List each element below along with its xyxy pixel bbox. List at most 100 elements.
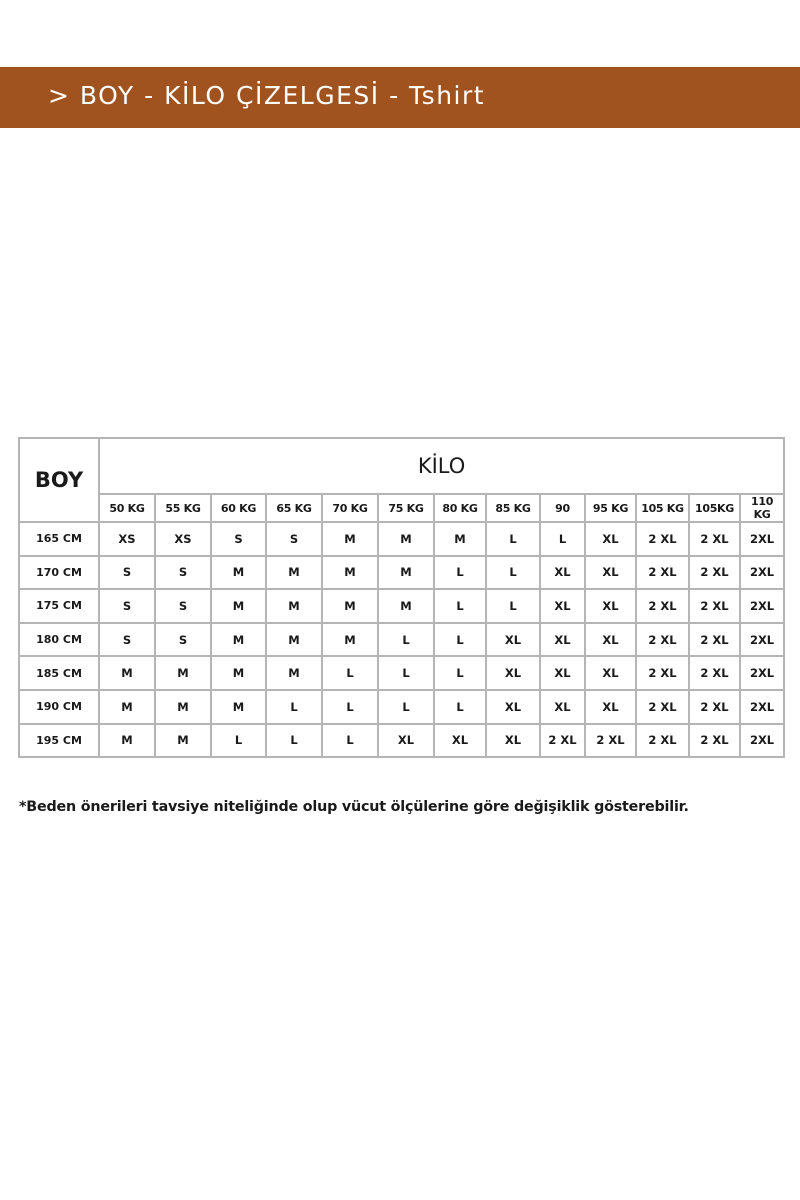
size-cell: XL <box>584 554 637 591</box>
size-cell: S <box>154 621 212 658</box>
height-cell: 195 CM <box>18 722 100 759</box>
size-cell: XL <box>539 688 586 725</box>
size-cell: M <box>265 588 323 624</box>
size-cell: L <box>321 688 379 725</box>
size-cell: 2 XL <box>635 722 690 759</box>
size-cell: M <box>265 621 323 658</box>
size-cell: M <box>433 521 487 557</box>
weight-header: 65 KG <box>265 493 323 523</box>
size-cell: 2 XL <box>688 688 741 725</box>
size-cell: L <box>539 521 586 557</box>
size-cell: 2 XL <box>635 688 690 725</box>
table-row: 195 CM M M L L L XL XL XL 2 XL 2 XL 2 XL 2 XL 2XL <box>18 722 786 759</box>
table-row: 180 CM S S M M M L L XL XL XL 2 XL 2 XL 2XL <box>18 621 786 658</box>
size-cell: L <box>210 722 267 759</box>
size-cell: 2 XL <box>688 521 741 557</box>
size-cell: XL <box>584 621 637 658</box>
page-title: > BOY - KİLO ÇİZELGESİ - Tshirt <box>48 81 486 110</box>
size-cell: 2XL <box>738 722 786 759</box>
table-row: 175 CM S S M M M M L L XL XL 2 XL 2 XL 2XL <box>18 588 786 624</box>
size-cell: 2 XL <box>688 554 741 591</box>
size-cell: M <box>265 554 323 591</box>
size-cell: M <box>377 588 435 624</box>
size-cell: 2 XL <box>688 621 741 658</box>
size-cell: L <box>321 655 379 691</box>
size-cell: M <box>265 655 323 691</box>
size-cell: XL <box>485 655 541 691</box>
size-cell: M <box>210 688 267 725</box>
size-cell: XL <box>485 621 541 658</box>
size-cell: XL <box>539 588 586 624</box>
table-row: 185 CM M M M M L L L XL XL XL 2 XL 2 XL 2XL <box>18 655 786 691</box>
size-cell: L <box>433 655 487 691</box>
size-cell: 2 XL <box>688 588 741 624</box>
size-cell: 2XL <box>738 588 786 624</box>
size-cell: 2XL <box>738 688 786 725</box>
size-cell: S <box>154 554 212 591</box>
size-cell: M <box>154 722 212 759</box>
size-cell: S <box>154 588 212 624</box>
size-cell: M <box>98 722 156 759</box>
size-chart-table: BOY KİLO 50 KG 55 KG 60 KG 65 KG 70 KG 75 KG 8… <box>18 437 786 759</box>
size-cell: XL <box>377 722 435 759</box>
footnote: *Beden önerileri tavsiye niteliğinde olu… <box>19 799 689 815</box>
size-cell: M <box>210 554 267 591</box>
size-cell: L <box>433 688 487 725</box>
header-banner: > BOY - KİLO ÇİZELGESİ - Tshirt <box>0 67 800 128</box>
size-cell: 2XL <box>738 554 786 591</box>
size-cell: XL <box>433 722 487 759</box>
size-cell: XL <box>539 655 586 691</box>
weight-header: 70 KG <box>321 493 379 523</box>
size-cell: L <box>321 722 379 759</box>
size-cell: 2XL <box>738 521 786 557</box>
weight-header: 75 KG <box>377 493 435 523</box>
weight-header: 80 KG <box>433 493 487 523</box>
size-cell: 2 XL <box>635 621 690 658</box>
size-cell: L <box>433 621 487 658</box>
size-cell: XL <box>539 621 586 658</box>
size-cell: L <box>265 688 323 725</box>
size-cell: L <box>433 554 487 591</box>
size-cell: M <box>377 554 435 591</box>
size-cell: S <box>98 554 156 591</box>
height-cell: 165 CM <box>18 521 100 557</box>
size-cell: 2 XL <box>539 722 586 759</box>
size-cell: XL <box>485 688 541 725</box>
size-cell: XL <box>485 722 541 759</box>
size-cell: M <box>98 655 156 691</box>
size-cell: M <box>321 621 379 658</box>
size-cell: M <box>210 588 267 624</box>
height-cell: 190 CM <box>18 688 100 725</box>
boy-header: BOY <box>18 437 100 523</box>
size-cell: M <box>321 588 379 624</box>
size-cell: M <box>210 621 267 658</box>
size-cell: XL <box>584 588 637 624</box>
size-cell: L <box>265 722 323 759</box>
size-cell: 2 XL <box>688 722 741 759</box>
size-cell: M <box>210 655 267 691</box>
height-cell: 180 CM <box>18 621 100 658</box>
size-cell: 2XL <box>738 655 786 691</box>
size-cell: 2 XL <box>635 554 690 591</box>
size-cell: 2 XL <box>635 655 690 691</box>
size-cell: S <box>265 521 323 557</box>
size-cell: M <box>154 655 212 691</box>
size-cell: L <box>377 688 435 725</box>
size-cell: XL <box>584 521 637 557</box>
size-cell: M <box>377 521 435 557</box>
size-cell: XL <box>584 655 637 691</box>
table-row: 165 CM XS XS S S M M M L L XL 2 XL 2 XL 2XL <box>18 521 786 557</box>
size-cell: 2 XL <box>635 521 690 557</box>
size-cell: M <box>98 688 156 725</box>
size-cell: 2 XL <box>688 655 741 691</box>
size-cell: XS <box>98 521 156 557</box>
height-cell: 185 CM <box>18 655 100 691</box>
weight-header: 95 KG <box>584 493 637 523</box>
size-cell: XL <box>584 688 637 725</box>
weight-header: 55 KG <box>154 493 212 523</box>
size-cell: 2 XL <box>635 588 690 624</box>
size-cell: XL <box>539 554 586 591</box>
size-cell: M <box>154 688 212 725</box>
weight-header: 60 KG <box>210 493 267 523</box>
size-cell: 2 XL <box>584 722 637 759</box>
